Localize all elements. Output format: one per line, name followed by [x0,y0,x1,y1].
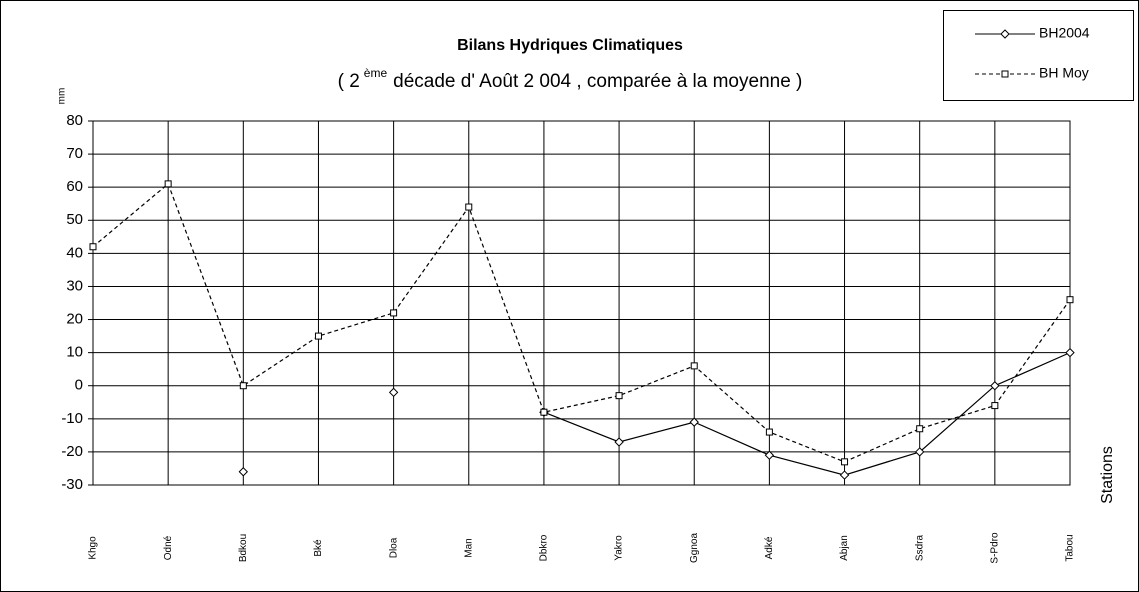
x-tick-label: Dloa [388,537,399,558]
x-tick-label: Man [463,538,474,557]
y-tick-label: 10 [66,344,83,361]
y-tick-label: 70 [66,145,83,162]
y-tick-label: 60 [66,178,83,195]
series-marker [914,447,925,457]
x-tick-label: Bké [313,539,324,557]
subtitle-superscript: ème [364,66,388,80]
x-tick-label: Yakro [614,535,625,561]
x-tick-label: Dbkro [539,534,550,561]
series-marker [614,437,624,447]
x-axis-label: Stations [1099,446,1116,504]
y-axis-label: mm [57,88,68,105]
series-marker [465,203,473,211]
chart-subtitle: ( 2 ème décade d' Août 2 004 , comparée à … [338,66,803,92]
series-marker [239,382,247,390]
series-marker [764,450,775,460]
legend-marker [1001,70,1009,78]
y-tick-label: -10 [61,410,83,427]
x-tick-label: Adké [764,536,775,559]
x-tick-label: Ggnoa [689,533,700,563]
series-marker [1065,347,1075,358]
series-marker [839,470,850,480]
series-marker [540,408,548,416]
series-marker [89,243,97,251]
series-marker [991,402,999,410]
series-marker [1066,296,1074,304]
x-tick-label: Khgo [88,536,99,560]
y-tick-label: 0 [75,377,83,394]
legend-label: BH2004 [1039,25,1090,41]
series-marker [841,458,849,466]
x-tick-label: Tabou [1065,534,1076,561]
series-marker [238,467,249,477]
series-marker [615,392,623,400]
y-tick-label: 40 [66,244,83,261]
series-marker [390,309,398,317]
subtitle-end: décade d' Août 2 004 , comparée à la moy… [393,71,802,92]
x-tick-label: S-Pdro [989,532,1000,564]
y-tick-label: 50 [66,211,83,228]
legend-box [943,10,1134,101]
series-marker [388,387,399,398]
series-line [92,182,1071,463]
chart-title: Bilans Hydriques Climatiques [457,37,683,54]
y-tick-label: 20 [66,311,83,328]
series-marker [164,180,172,188]
series-marker [990,381,1000,391]
series-marker [689,417,699,427]
x-tick-label: Bdkou [238,534,249,562]
x-tick-label: Abjan [839,535,850,561]
y-tick-label: -30 [61,476,83,493]
y-tick-label: -20 [61,443,83,460]
series-marker [765,428,773,436]
y-tick-label: 80 [66,112,83,129]
legend-marker [1000,29,1010,39]
x-tick-label: Ssdra [914,535,925,562]
y-tick-label: 30 [66,277,83,294]
legend-label: BH Moy [1039,65,1089,81]
series-marker [690,362,698,370]
series-marker [314,332,322,340]
x-tick-label: Odné [163,535,174,560]
subtitle-start: ( 2 [338,71,360,92]
series-marker [916,425,924,433]
series-line [543,352,1071,476]
